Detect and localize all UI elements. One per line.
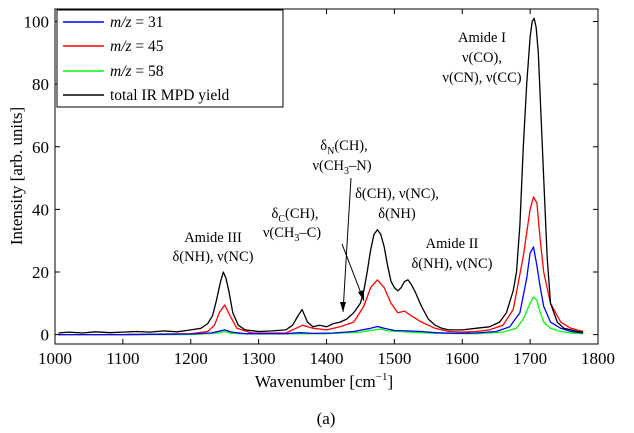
x-tick-label: 1400 xyxy=(310,349,344,368)
legend-entry: m/z = 58 xyxy=(63,63,164,80)
x-axis-label: Wavenumber [cm−1] xyxy=(255,371,393,391)
y-tick-label: 0 xyxy=(41,326,50,345)
x-tick-label: 1100 xyxy=(106,349,139,368)
y-tick-label: 100 xyxy=(24,13,50,32)
y-tick-label: 40 xyxy=(32,200,49,219)
y-tick-label: 80 xyxy=(32,75,49,94)
legend-box xyxy=(56,9,284,108)
x-tick-label: 1600 xyxy=(445,349,479,368)
annotation-line: δC(CH), xyxy=(272,206,319,225)
y-axis-label: Intensity [arb. units] xyxy=(7,107,26,245)
annotation-arrowhead xyxy=(358,290,364,301)
annotation-amide-iii: Amide III δ(NH), ν(NC) xyxy=(172,230,253,265)
legend: m/z = 31 m/z = 45 m/z = 58 total IR MPD … xyxy=(56,9,284,108)
annotation-deltac-ch: δC(CH), ν(CH3–C) xyxy=(263,206,365,302)
annotation-line: ν(CH3–N) xyxy=(312,158,371,177)
x-tick-label: 1300 xyxy=(242,349,276,368)
annotation-line: Amide III xyxy=(184,230,242,246)
x-tick-label: 1500 xyxy=(377,349,411,368)
annotation-amide-i: Amide I ν(CO), ν(CN), ν(CC) xyxy=(442,30,521,86)
annotation-line: ν(CH3–C) xyxy=(263,225,321,244)
x-tick-label: 1200 xyxy=(174,349,208,368)
series-line xyxy=(58,17,584,334)
series-line xyxy=(58,196,584,336)
annotation-deltan-ch: δN(CH), ν(CH3–N) xyxy=(312,138,372,313)
series-line xyxy=(58,246,584,336)
legend-entry: total IR MPD yield xyxy=(63,87,230,104)
annotation-line: ν(CO), xyxy=(462,50,502,66)
annotation-line: ν(CN), ν(CC) xyxy=(442,70,521,86)
legend-label: total IR MPD yield xyxy=(110,87,230,104)
legend-entry: m/z = 45 xyxy=(63,38,164,55)
series-line xyxy=(58,296,584,336)
legend-label: m/z = 45 xyxy=(110,38,164,55)
x-tick-label: 1700 xyxy=(513,349,547,368)
series-layer xyxy=(58,17,584,336)
annotation-line: Amide II xyxy=(426,236,479,252)
legend-label: m/z = 31 xyxy=(110,14,164,31)
annotation-ch-nc-nh: δ(CH), ν(NC), δ(NH) xyxy=(355,186,439,222)
y-tick-label: 20 xyxy=(32,263,49,282)
annotation-line: δ(NH), ν(NC) xyxy=(411,256,492,272)
annotation-line: δ(NH) xyxy=(378,206,416,222)
legend-entry: m/z = 31 xyxy=(63,14,164,31)
annotation-arrow xyxy=(342,177,352,313)
annotation-line: δ(NH), ν(NC) xyxy=(172,249,253,265)
annotation-line: Amide I xyxy=(458,30,506,46)
x-tick-label: 1000 xyxy=(38,349,72,368)
x-tick-label: 1800 xyxy=(581,349,615,368)
legend-label: m/z = 58 xyxy=(110,63,164,80)
annotation-line: δN(CH), xyxy=(320,138,368,157)
annotation-arrowhead xyxy=(340,302,346,312)
ticks-layer: 1000 1100 1200 1300 1400 1500 1600 1700 1800 0 20 4… xyxy=(24,9,615,368)
annotation-amide-ii: Amide II δ(NH), ν(NC) xyxy=(411,236,492,272)
y-tick-label: 60 xyxy=(32,138,49,157)
annotation-line: δ(CH), ν(NC), xyxy=(355,186,439,202)
figure-caption: (a) xyxy=(317,409,336,428)
